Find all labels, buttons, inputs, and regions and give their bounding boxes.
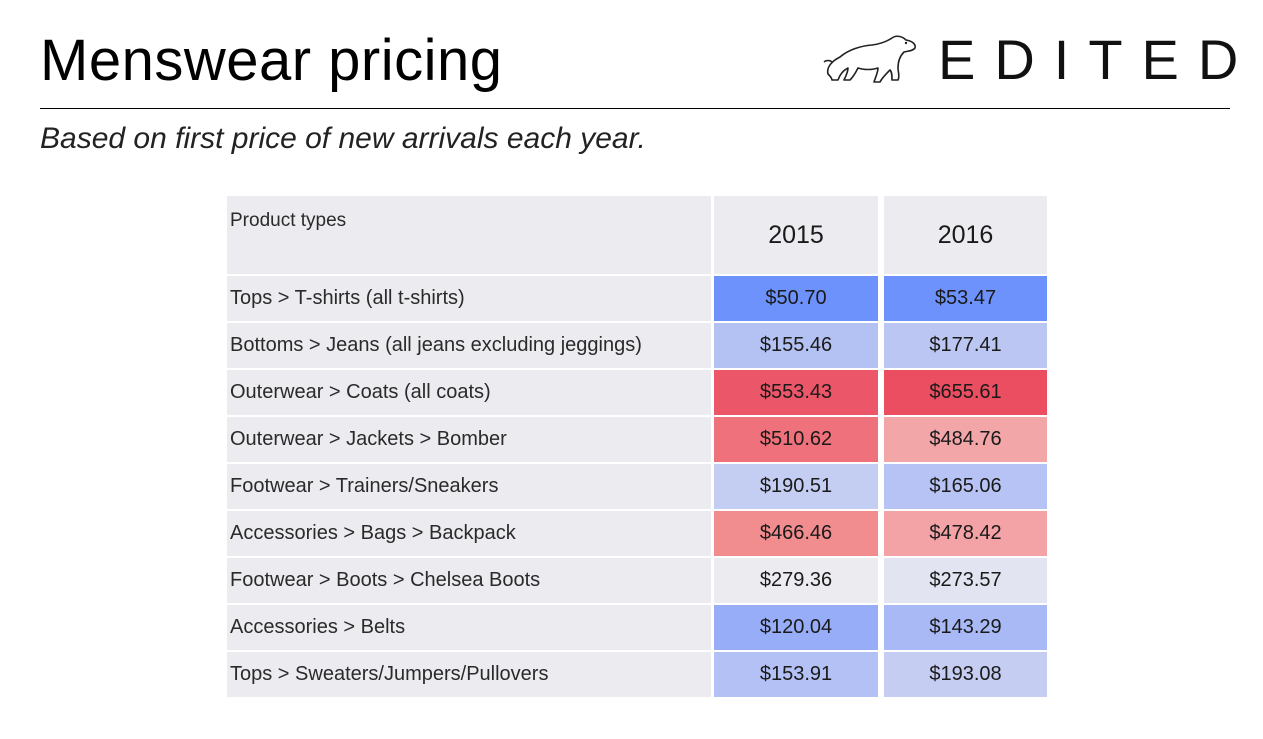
polar-bear-icon — [823, 35, 916, 83]
row-label: Bottoms > Jeans (all jeans excluding jeg… — [227, 323, 711, 368]
column-header-2015: 2015 — [714, 196, 878, 274]
price-2015-cell: $155.46 — [714, 323, 878, 368]
row-label: Outerwear > Jackets > Bomber — [227, 417, 711, 462]
edited-logo: EDITED — [820, 30, 1257, 90]
column-header-product-types: Product types — [227, 196, 711, 274]
column-header-2016: 2016 — [884, 196, 1047, 274]
table-row: Outerwear > Coats (all coats) $553.43 $655… — [227, 370, 1047, 415]
logo-wordmark: EDITED — [938, 28, 1258, 91]
table-row: Accessories > Bags > Backpack $466.46 $478… — [227, 511, 1047, 556]
row-label: Outerwear > Coats (all coats) — [227, 370, 711, 415]
price-2015-cell: $466.46 — [714, 511, 878, 556]
table-row: Outerwear > Jackets > Bomber $510.62 $484.… — [227, 417, 1047, 462]
subtitle: Based on first price of new arrivals eac… — [40, 122, 646, 155]
table-row: Footwear > Trainers/Sneakers $190.51 $165.… — [227, 464, 1047, 509]
price-2016-cell: $165.06 — [884, 464, 1047, 509]
table-row: Tops > Sweaters/Jumpers/Pullovers $153.91… — [227, 652, 1047, 697]
price-2015-cell: $279.36 — [714, 558, 878, 603]
price-2015-cell: $50.70 — [714, 276, 878, 321]
table-row: Bottoms > Jeans (all jeans excluding jeg… — [227, 323, 1047, 368]
row-label: Footwear > Trainers/Sneakers — [227, 464, 711, 509]
row-label: Footwear > Boots > Chelsea Boots — [227, 558, 711, 603]
price-2016-cell: $53.47 — [884, 276, 1047, 321]
table-header-row: Product types 2015 2016 — [227, 196, 1047, 274]
page-title: Menswear pricing — [40, 28, 503, 93]
price-2016-cell: $484.76 — [884, 417, 1047, 462]
price-2015-cell: $510.62 — [714, 417, 878, 462]
price-2015-cell: $153.91 — [714, 652, 878, 697]
price-2016-cell: $478.42 — [884, 511, 1047, 556]
price-2015-cell: $120.04 — [714, 605, 878, 650]
price-2016-cell: $193.08 — [884, 652, 1047, 697]
row-label: Tops > Sweaters/Jumpers/Pullovers — [227, 652, 711, 697]
table-row: Tops > T-shirts (all t-shirts) $50.70 $53.… — [227, 276, 1047, 321]
table-row: Accessories > Belts $120.04 $143.29 — [227, 605, 1047, 650]
pricing-table: Product types 2015 2016 Tops > T-shirts … — [227, 196, 1047, 700]
row-label: Accessories > Belts — [227, 605, 711, 650]
price-2016-cell: $143.29 — [884, 605, 1047, 650]
price-2015-cell: $190.51 — [714, 464, 878, 509]
price-2015-cell: $553.43 — [714, 370, 878, 415]
row-label: Accessories > Bags > Backpack — [227, 511, 711, 556]
header-divider — [40, 108, 1230, 109]
price-2016-cell: $655.61 — [884, 370, 1047, 415]
price-2016-cell: $273.57 — [884, 558, 1047, 603]
row-label: Tops > T-shirts (all t-shirts) — [227, 276, 711, 321]
table-row: Footwear > Boots > Chelsea Boots $279.36 $… — [227, 558, 1047, 603]
price-2016-cell: $177.41 — [884, 323, 1047, 368]
